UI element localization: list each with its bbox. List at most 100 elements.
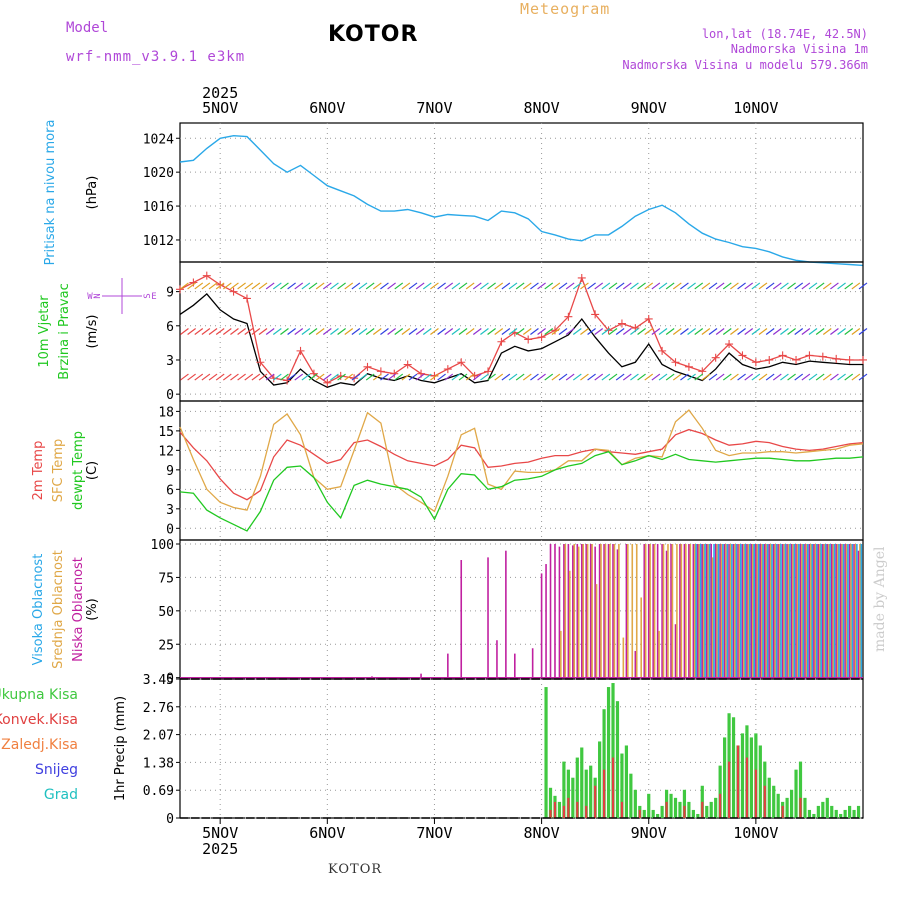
wind-barb (851, 328, 861, 335)
gust-marker (296, 346, 305, 355)
gust-marker (216, 280, 225, 289)
wind-barb (737, 282, 746, 290)
wind-barb (858, 282, 868, 290)
wind-barb (415, 282, 425, 290)
compass-east: E (151, 292, 156, 302)
precip-bar (624, 745, 629, 818)
y-axis-label: Srednja Oblacnost (51, 550, 66, 669)
wind-barb (222, 328, 232, 335)
top-year-label: 2025 (202, 84, 238, 102)
wind-barb (394, 328, 404, 335)
y-axis-label: (m/s) (85, 315, 100, 349)
wind-barb (522, 282, 532, 290)
wind-barb (215, 282, 225, 290)
wind-barb (858, 373, 868, 381)
wind-barb (180, 373, 189, 381)
wind-barb (351, 282, 361, 290)
wind-barb (630, 328, 639, 335)
gust-marker (497, 337, 506, 346)
wind-barb (608, 373, 618, 381)
precip-bar (781, 805, 784, 818)
wind-barb (587, 373, 596, 381)
wind-barb (644, 328, 654, 335)
wind-barb (658, 373, 668, 381)
gust-marker (283, 376, 292, 385)
precip-bar (740, 733, 745, 818)
wind-barb (280, 328, 289, 335)
wind-barb (444, 373, 454, 381)
wind-barb (787, 282, 796, 290)
precip-bar (772, 785, 776, 818)
wind-barb (487, 282, 496, 290)
wind-barb (415, 373, 425, 381)
precip-bar (701, 801, 704, 818)
wind-barb (408, 282, 418, 290)
precip-bar (767, 777, 771, 818)
wind-barb (208, 282, 218, 290)
wind-barb (372, 282, 382, 290)
wind-barb (665, 373, 675, 381)
gust-marker (564, 312, 573, 321)
precip-bar (651, 809, 655, 818)
wind-barb (615, 282, 625, 290)
wind-barb (394, 373, 404, 381)
wind-barb (515, 282, 525, 290)
precip-bar (776, 793, 780, 818)
precip-bar (749, 737, 753, 818)
wind-barb (180, 328, 189, 335)
wind-barb (201, 282, 211, 290)
wind-barb (422, 328, 432, 335)
wind-barb (601, 328, 611, 335)
wind-barb (837, 328, 846, 335)
precip-bar (575, 757, 579, 818)
wind-barb (215, 373, 225, 381)
precip-bar (843, 809, 847, 818)
wind-barb (530, 282, 539, 290)
wind-barb (565, 373, 575, 381)
gust-marker (457, 358, 466, 367)
bottom-day-label: 5NOV (202, 824, 238, 842)
gust-marker (537, 333, 546, 342)
wind-barb (830, 328, 839, 335)
wind-barb (815, 328, 825, 335)
y-tick-label: 0.69 (143, 784, 174, 799)
precip-bar (620, 753, 624, 818)
wind-barb (715, 373, 725, 381)
wind-barb (594, 282, 604, 290)
wind-barb (222, 373, 232, 381)
precip-bar (548, 787, 553, 818)
wind-barb (622, 282, 632, 290)
wind-barb (772, 282, 782, 290)
wind-barb (351, 328, 361, 335)
wind-barb (587, 282, 596, 290)
wind-barb (722, 328, 732, 335)
wind-barb (551, 282, 561, 290)
gust-marker (443, 365, 452, 374)
precip-bar (763, 785, 766, 818)
bottom-day-label: 10NOV (733, 824, 778, 842)
wind-barb (558, 373, 568, 381)
wind-barb (780, 282, 789, 290)
wind-barb (487, 373, 496, 381)
wind-barb (508, 328, 518, 335)
wind-barb (680, 282, 689, 290)
y-tick-label: 6 (166, 320, 174, 335)
wind-barb (244, 328, 254, 335)
wind-barb (465, 328, 475, 335)
wind-barb (851, 282, 861, 290)
gust-marker (242, 294, 251, 303)
wind-barb (337, 282, 346, 290)
bottom-year-label: 2025 (202, 840, 238, 858)
precip-bar (839, 813, 843, 818)
wind-barb (744, 373, 754, 381)
elevation-info: Nadmorska Visina 1m (730, 42, 868, 56)
wind-barb (822, 373, 832, 381)
wind-barb (544, 373, 554, 381)
wind-barb (658, 328, 668, 335)
wind-barb (537, 282, 546, 290)
gust-marker (430, 371, 439, 380)
precip-bar (615, 701, 620, 818)
wind-barb (437, 328, 446, 335)
model-label: Model (66, 20, 109, 36)
wind-barb (258, 282, 268, 290)
